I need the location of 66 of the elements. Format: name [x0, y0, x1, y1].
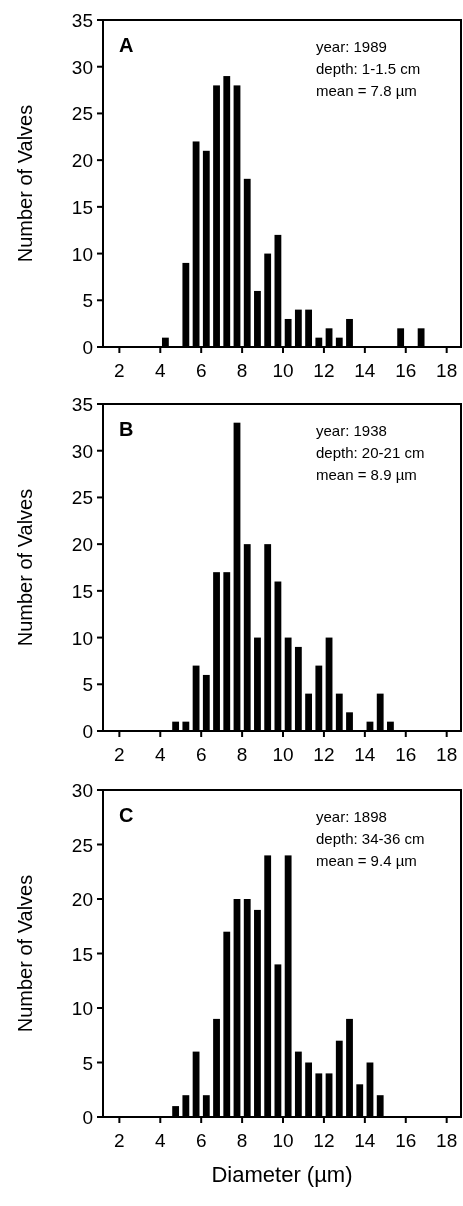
- annotation: year: 1938: [316, 422, 387, 439]
- x-tick-label: 16: [395, 360, 417, 381]
- y-axis-title: Number of Valves: [14, 104, 36, 263]
- x-tick-label: 4: [154, 1130, 166, 1151]
- x-tick-label: 6: [195, 744, 207, 765]
- y-tick-label: 25: [71, 103, 93, 125]
- y-tick-label: 35: [71, 10, 93, 31]
- y-tick-label: 10: [71, 627, 93, 649]
- y-tick-label: 0: [82, 721, 93, 742]
- x-tick-label: 10: [272, 744, 294, 765]
- x-tick-label: 12: [313, 744, 335, 765]
- x-axis-title: Diameter (µm): [211, 1162, 353, 1187]
- y-tick-label: 5: [82, 1052, 93, 1074]
- y-tick-label: 25: [71, 834, 93, 856]
- y-tick-label: 30: [71, 56, 93, 78]
- y-tick-label: 0: [82, 337, 93, 358]
- y-axis-title: Number of Valves: [14, 874, 36, 1033]
- x-tick-label: 10: [272, 1130, 294, 1151]
- y-tick-label: 15: [71, 196, 93, 218]
- x-tick-label: 10: [272, 360, 294, 381]
- x-tick-label: 12: [313, 360, 335, 381]
- y-tick-label: 30: [71, 440, 93, 462]
- annotation: A: [119, 34, 134, 56]
- x-tick-label: 14: [354, 1130, 376, 1151]
- x-tick-label: 14: [354, 744, 376, 765]
- x-tick-label: 6: [195, 360, 207, 381]
- x-tick-label: 2: [114, 1130, 125, 1151]
- y-tick-label: 35: [71, 394, 93, 415]
- y-tick-label: 20: [71, 534, 93, 556]
- y-tick-label: 0: [82, 1107, 93, 1128]
- annotation: mean = 9.4 µm: [316, 852, 417, 869]
- x-tick-label: 16: [395, 744, 417, 765]
- y-axis-title: Number of Valves: [14, 488, 36, 647]
- y-tick-label: 20: [71, 150, 93, 172]
- y-tick-label: 10: [71, 243, 93, 265]
- y-tick-label: 30: [71, 780, 93, 801]
- x-tick-label: 2: [114, 360, 125, 381]
- annotation: depth: 1-1.5 cm: [316, 60, 421, 77]
- annotation: C: [119, 804, 134, 826]
- x-tick-label: 6: [195, 1130, 207, 1151]
- x-tick-label: 18: [436, 1130, 458, 1151]
- annotation: depth: 20-21 cm: [316, 444, 425, 461]
- y-tick-label: 15: [71, 943, 93, 965]
- y-tick-label: 5: [82, 290, 93, 312]
- y-tick-label: 20: [71, 889, 93, 910]
- x-tick-label: 4: [154, 360, 166, 381]
- annotation: year: 1989: [316, 38, 387, 55]
- y-tick-label: 5: [82, 674, 93, 696]
- y-tick-label: 25: [71, 487, 93, 509]
- x-tick-label: 12: [313, 1130, 335, 1151]
- y-tick-label: 15: [71, 580, 93, 602]
- x-tick-label: 8: [236, 744, 248, 765]
- x-tick-label: 8: [236, 1130, 248, 1151]
- x-tick-label: 4: [154, 744, 166, 765]
- annotation: mean = 7.8 µm: [316, 82, 417, 99]
- annotation: depth: 34-36 cm: [316, 830, 425, 847]
- x-tick-label: 8: [236, 360, 248, 381]
- annotation: mean = 8.9 µm: [316, 466, 417, 483]
- x-tick-label: 18: [436, 744, 458, 765]
- annotation: year: 1898: [316, 808, 387, 825]
- x-tick-label: 14: [354, 360, 376, 381]
- annotation: B: [119, 418, 134, 440]
- x-tick-label: 18: [436, 360, 458, 381]
- x-tick-label: 16: [395, 1130, 417, 1151]
- x-tick-label: 2: [114, 744, 125, 765]
- y-tick-label: 10: [71, 998, 93, 1019]
